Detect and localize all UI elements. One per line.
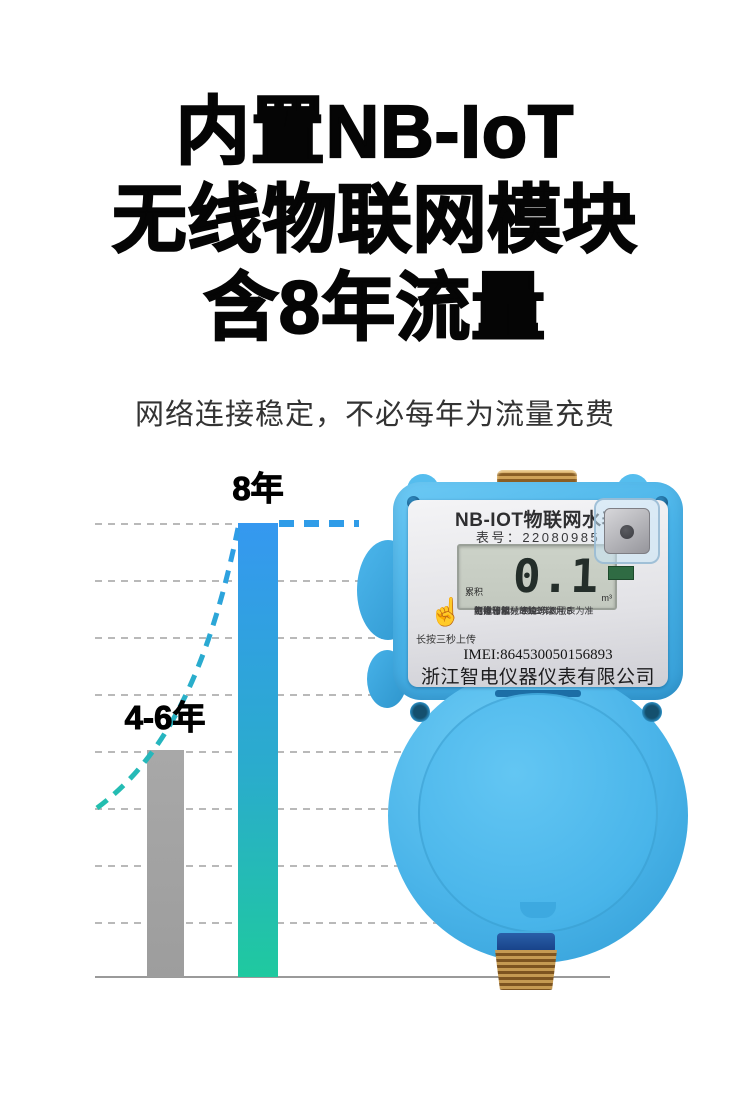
company-name: 浙江智电仪器仪表有限公司: [420, 667, 655, 688]
meter-title: NB-IOT物联网水表: [455, 510, 621, 531]
spec-line: 气候和机械环境等级： B: [474, 606, 573, 616]
gridline: [95, 865, 610, 867]
lcd-reading: 0.1: [511, 549, 600, 603]
press-hand-icon: ☝: [429, 597, 463, 627]
trend-horizontal-dashed-line: [279, 520, 359, 527]
subtitle: 网络连接稳定，不必每年为流量充费: [134, 399, 615, 431]
label-4-6-years: 4-6年: [124, 699, 206, 737]
upload-button: [604, 508, 650, 554]
headline-line-1: 内置NB-IoT: [175, 89, 575, 174]
meter-serial: 表号：22080985: [475, 530, 601, 545]
gridline: [95, 922, 610, 924]
meter-faceplate: NB-IOT物联网水表 表号：22080985 累积 0.1 m³ 防护等级： …: [408, 498, 668, 688]
trend-dashed-curve: [95, 527, 241, 811]
pcb-peek: [608, 566, 634, 580]
lcd-display: 累积 0.1 m³: [457, 544, 617, 610]
gridline: [95, 523, 238, 525]
gridline: [95, 580, 610, 582]
upload-button-center: [620, 525, 634, 539]
trend-line-path: [95, 527, 241, 811]
lcd-unit: m³: [601, 593, 613, 603]
lcd-cumulative-label: 累积: [465, 587, 484, 597]
body-hole-left: [410, 702, 430, 722]
imei-text: IMEI:864530050156893: [463, 647, 613, 663]
body-hole-right: [642, 702, 662, 722]
brass-bottom-fitting: [495, 950, 557, 990]
bar-4-6-years: [147, 750, 184, 977]
chart-baseline: [95, 976, 610, 978]
label-8-years: 8年: [232, 470, 284, 508]
water-meter-product-photo: NB-IOT物联网水表 表号：22080985 累积 0.1 m³ 防护等级： …: [355, 450, 700, 1010]
bar-8-years: [238, 523, 278, 977]
lid-tab: [520, 902, 556, 918]
meter-lid: [418, 693, 658, 933]
years-comparison-chart: 8年 4-6年: [95, 470, 655, 980]
headline-line-3: 含8年流量: [203, 265, 547, 350]
headline: 内置NB-IoT 无线物联网模块 含8年流量: [0, 88, 750, 352]
gridline: [95, 694, 610, 696]
gridline: [95, 637, 610, 639]
spec-line: 防护等级： IP68: [474, 606, 541, 616]
spec-line: 电磁环境： E1: [474, 606, 533, 616]
bottom-blue-ring: [497, 933, 555, 953]
spec-line: 制造日期： 2022年8月: [474, 606, 565, 616]
gridline: [95, 808, 610, 810]
headline-line-2: 无线物联网模块: [111, 177, 638, 262]
spec-line: 如电子部分故障 以机械表为准: [474, 606, 594, 616]
press-hint: 长按三秒上传: [416, 635, 476, 646]
gridline: [95, 751, 610, 753]
